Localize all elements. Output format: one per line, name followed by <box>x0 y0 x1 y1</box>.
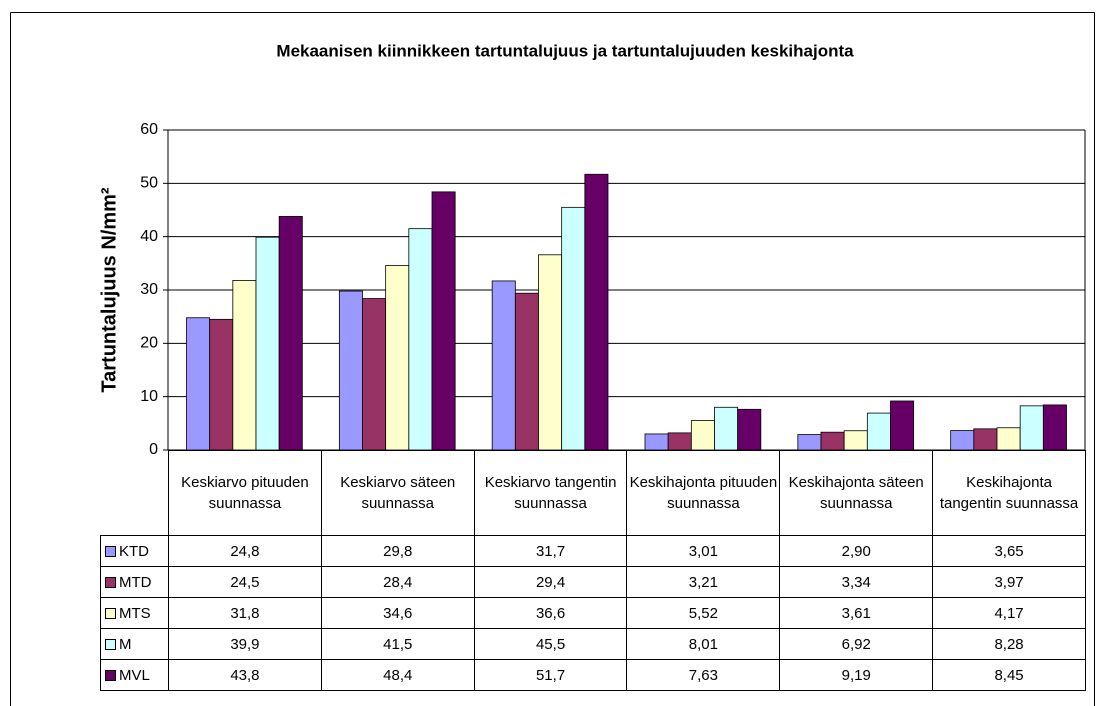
table-value: 3,97 <box>932 566 1086 598</box>
bar <box>278 215 303 451</box>
table-value: 34,6 <box>320 597 475 629</box>
bar <box>890 400 915 451</box>
x-tick-label: Keskiarvo tangentin suunnassa <box>473 450 628 536</box>
bar <box>737 408 762 451</box>
bar <box>232 279 257 451</box>
bar <box>1019 405 1044 451</box>
bar <box>667 432 692 451</box>
y-tick-label: 30 <box>140 281 158 298</box>
x-tick-label: Keskihajonta tangentin suunnassa <box>932 450 1086 536</box>
table-value: 24,5 <box>168 566 322 598</box>
chart-title: Mekaanisen kiinnikkeen tartuntalujuus ja… <box>276 41 854 60</box>
table-value: 3,01 <box>626 535 781 567</box>
x-tick-label: Keskiarvo pituuden suunnassa <box>168 450 322 536</box>
table-value: 29,4 <box>473 566 628 598</box>
bar <box>1042 404 1067 451</box>
legend-key <box>105 576 116 588</box>
bar <box>514 292 539 451</box>
table-value: 3,65 <box>932 535 1086 567</box>
bar <box>714 406 739 451</box>
table-value: 43,8 <box>168 659 322 691</box>
bar <box>538 254 563 451</box>
legend-entry: M <box>100 628 169 660</box>
legend-label: KTD <box>119 542 149 560</box>
y-tick-label: 0 <box>149 441 158 458</box>
table-value: 6,92 <box>779 628 934 660</box>
table-value: 8,45 <box>932 659 1086 691</box>
y-tick-label: 20 <box>140 335 158 352</box>
legend-label: MTS <box>119 604 151 622</box>
table-value: 9,19 <box>779 659 934 691</box>
legend-entry: MTD <box>100 566 169 598</box>
x-tick-label: Keskihajonta säteen suunnassa <box>779 450 934 536</box>
table-value: 48,4 <box>320 659 475 691</box>
table-value: 3,61 <box>779 597 934 629</box>
legend-label: M <box>119 635 132 653</box>
bar <box>797 434 822 451</box>
bar <box>255 236 280 451</box>
table-value: 3,21 <box>626 566 781 598</box>
x-tick-label: Keskiarvo säteen suunnassa <box>320 450 475 536</box>
table-value: 2,90 <box>779 535 934 567</box>
bar <box>866 412 891 451</box>
bar <box>561 206 586 451</box>
table-value: 45,5 <box>473 628 628 660</box>
y-tick-label: 60 <box>140 121 158 138</box>
legend-key <box>105 607 116 619</box>
y-axis-label: Tartuntalujuus N/mm² <box>98 187 120 393</box>
y-tick-label: 50 <box>140 175 158 192</box>
table-value: 29,8 <box>320 535 475 567</box>
table-value: 8,28 <box>932 628 1086 660</box>
y-tick-label: 10 <box>140 388 158 405</box>
table-value: 31,8 <box>168 597 322 629</box>
table-value: 24,8 <box>168 535 322 567</box>
legend-key <box>105 669 116 681</box>
table-value: 41,5 <box>320 628 475 660</box>
table-value: 36,6 <box>473 597 628 629</box>
table-value: 4,17 <box>932 597 1086 629</box>
legend-entry: MTS <box>100 597 169 629</box>
legend-label: MVL <box>119 666 150 684</box>
bar <box>209 318 234 451</box>
bar <box>408 228 433 451</box>
bar <box>584 173 609 451</box>
bar <box>690 420 715 451</box>
table-value: 39,9 <box>168 628 322 660</box>
table-value: 31,7 <box>473 535 628 567</box>
legend-key <box>105 638 116 650</box>
table-value: 51,7 <box>473 659 628 691</box>
y-tick-label: 40 <box>140 228 158 245</box>
bar <box>843 430 868 451</box>
bar <box>186 317 211 451</box>
bar <box>385 265 410 451</box>
table-value: 8,01 <box>626 628 781 660</box>
legend-entry: MVL <box>100 659 169 691</box>
table-value: 5,52 <box>626 597 781 629</box>
bar <box>491 280 516 451</box>
bar <box>820 431 845 451</box>
legend-entry: KTD <box>100 535 169 567</box>
data-table: Keskiarvo pituuden suunnassa Keskiarvo sä… <box>100 450 1086 691</box>
bar <box>996 427 1021 451</box>
bar <box>644 433 669 451</box>
bar <box>362 298 387 451</box>
bar <box>973 428 998 451</box>
table-value: 3,34 <box>779 566 934 598</box>
table-value: 28,4 <box>320 566 475 598</box>
x-tick-label: Keskihajonta pituuden suunnassa <box>626 450 781 536</box>
bar <box>950 430 975 451</box>
bar <box>338 290 363 451</box>
legend-key <box>105 545 116 557</box>
table-value: 7,63 <box>626 659 781 691</box>
bar <box>431 191 456 451</box>
legend-label: MTD <box>119 573 152 591</box>
table-corner <box>100 450 169 536</box>
